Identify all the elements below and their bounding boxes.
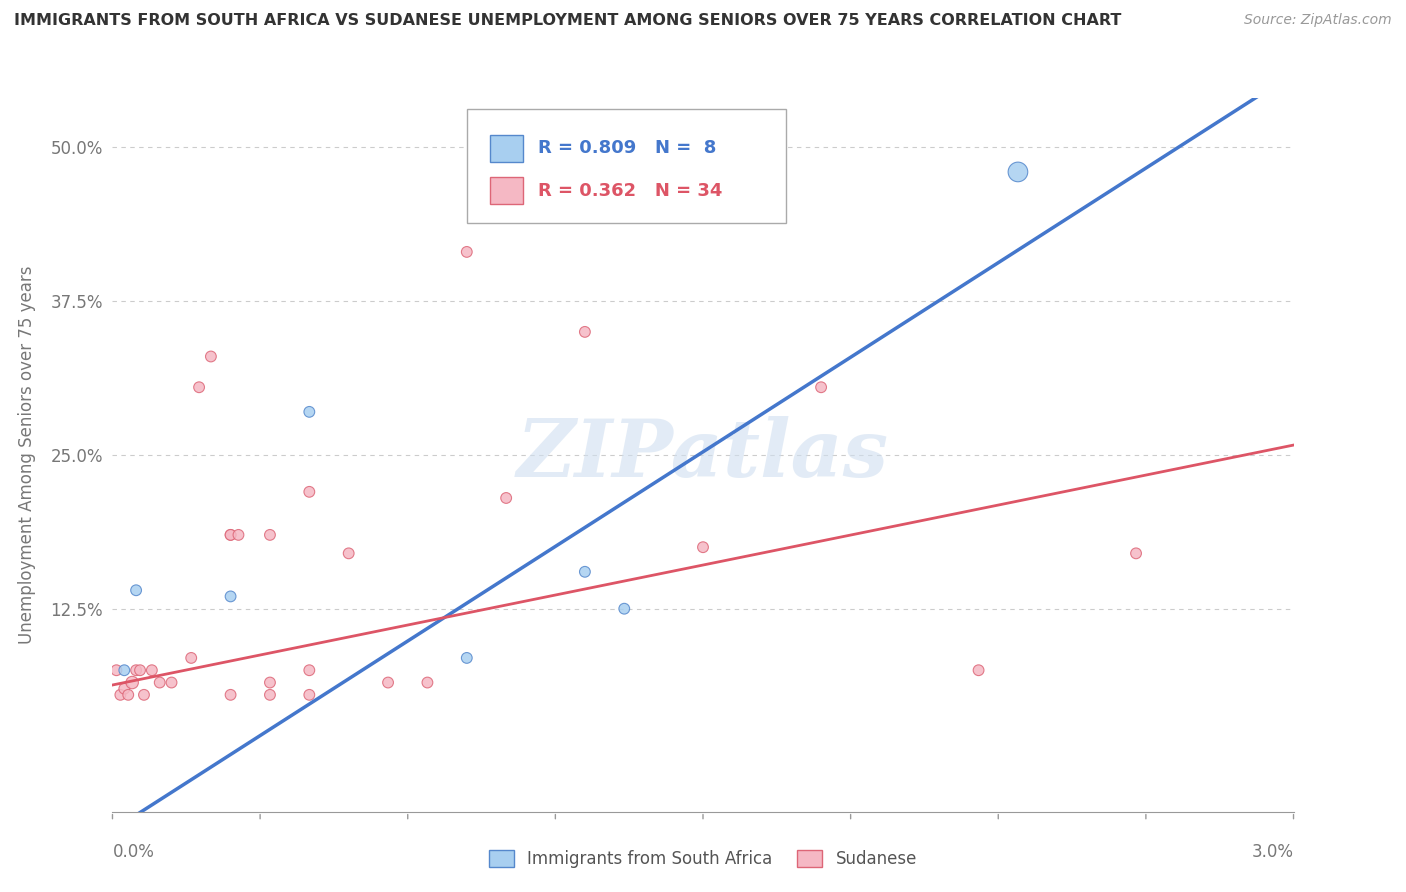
Point bbox=[132, 688, 155, 702]
Point bbox=[377, 675, 399, 690]
Text: Source: ZipAtlas.com: Source: ZipAtlas.com bbox=[1244, 13, 1392, 28]
Point bbox=[298, 688, 321, 702]
Text: IMMIGRANTS FROM SOUTH AFRICA VS SUDANESE UNEMPLOYMENT AMONG SENIORS OVER 75 YEAR: IMMIGRANTS FROM SOUTH AFRICA VS SUDANESE… bbox=[14, 13, 1122, 29]
Legend: Immigrants from South Africa, Sudanese: Immigrants from South Africa, Sudanese bbox=[482, 843, 924, 875]
Point bbox=[141, 663, 163, 677]
Text: R = 0.362   N = 34: R = 0.362 N = 34 bbox=[537, 182, 723, 200]
Point bbox=[456, 244, 478, 259]
Point bbox=[967, 663, 990, 677]
Bar bbox=[491, 178, 523, 204]
Point bbox=[1125, 546, 1147, 560]
Point bbox=[298, 663, 321, 677]
Point bbox=[117, 688, 139, 702]
Point bbox=[228, 528, 250, 542]
Point bbox=[200, 350, 222, 364]
Point bbox=[219, 528, 242, 542]
Point bbox=[180, 651, 202, 665]
Point bbox=[298, 405, 321, 419]
Point bbox=[105, 663, 128, 677]
Point bbox=[337, 546, 360, 560]
Point bbox=[110, 688, 132, 702]
Point bbox=[219, 590, 242, 604]
Point bbox=[613, 601, 636, 615]
Point bbox=[121, 675, 143, 690]
Y-axis label: Unemployment Among Seniors over 75 years: Unemployment Among Seniors over 75 years bbox=[18, 266, 37, 644]
Point bbox=[149, 675, 172, 690]
Point bbox=[125, 663, 148, 677]
Point bbox=[219, 528, 242, 542]
Point bbox=[129, 663, 152, 677]
Point bbox=[259, 528, 281, 542]
Point bbox=[259, 675, 281, 690]
Point bbox=[495, 491, 517, 505]
Point bbox=[259, 688, 281, 702]
Bar bbox=[491, 135, 523, 161]
Point bbox=[160, 675, 183, 690]
Text: R = 0.809   N =  8: R = 0.809 N = 8 bbox=[537, 139, 716, 157]
Point bbox=[692, 540, 714, 554]
Point bbox=[574, 325, 596, 339]
Point bbox=[456, 651, 478, 665]
Text: 0.0%: 0.0% bbox=[112, 843, 155, 861]
Point bbox=[416, 675, 439, 690]
FancyBboxPatch shape bbox=[467, 109, 786, 223]
Point bbox=[125, 583, 148, 598]
Point bbox=[219, 688, 242, 702]
Point bbox=[574, 565, 596, 579]
Point bbox=[298, 484, 321, 499]
Text: 3.0%: 3.0% bbox=[1251, 843, 1294, 861]
Point bbox=[188, 380, 211, 394]
Point bbox=[112, 663, 135, 677]
Point bbox=[810, 380, 832, 394]
Text: ZIPatlas: ZIPatlas bbox=[517, 417, 889, 493]
Point bbox=[112, 681, 135, 696]
Point bbox=[1007, 165, 1029, 179]
